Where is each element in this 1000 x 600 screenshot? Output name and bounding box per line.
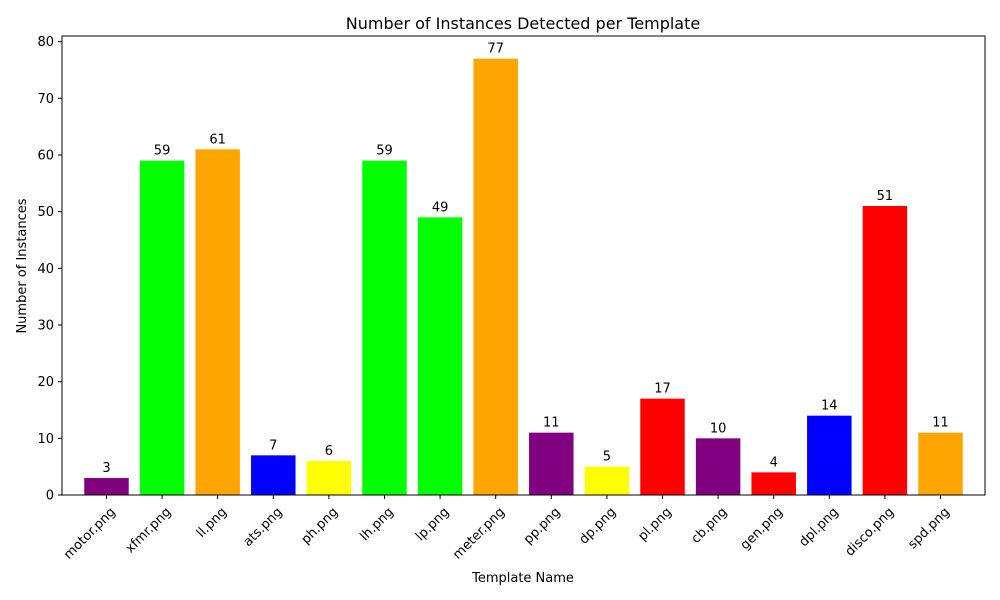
x-axis: motor.png xfmr.png ll.png ats.png ph.png lh.p…	[61, 495, 953, 563]
data-label: 7	[269, 438, 277, 453]
y-tick-label: 60	[37, 149, 54, 164]
data-label: 11	[932, 416, 949, 431]
y-tick-label: 30	[37, 319, 54, 334]
data-label: 3	[102, 461, 110, 476]
bar-disco-png	[862, 206, 908, 495]
x-tick-label: ll.png	[194, 505, 230, 541]
data-label: 11	[543, 416, 560, 431]
bar-cb-png	[695, 438, 741, 495]
y-tick-label: 20	[37, 375, 54, 390]
x-tick-label: motor.png	[61, 505, 119, 563]
data-labels-layer: 3 59 61 7 6 59 49 77 11 5 17 10 4 14 51 11	[102, 42, 948, 476]
data-label: 6	[325, 444, 333, 459]
x-tick-label: dp.png	[577, 505, 620, 548]
bar-pp-png	[529, 432, 574, 495]
bar-ph-png	[306, 461, 352, 495]
bar-spd-png	[918, 432, 963, 495]
plot-frame	[61, 35, 986, 496]
y-tick-label: 50	[37, 205, 54, 220]
data-label: 4	[770, 455, 778, 470]
bar-motor-png	[84, 478, 129, 495]
data-label: 14	[821, 399, 838, 414]
x-tick-label: spd.png	[905, 505, 952, 552]
x-tick-label: lh.png	[357, 505, 396, 544]
bar-xfmr-png	[139, 160, 185, 495]
bar-gen-png	[751, 472, 796, 495]
bar-dpl-png	[807, 415, 852, 495]
x-tick-label: dpl.png	[796, 505, 841, 550]
bar-dp-png	[584, 466, 630, 495]
bar-lp-png	[417, 217, 463, 496]
bar-ats-png	[251, 455, 296, 495]
x-tick-label: gen.png	[738, 505, 786, 553]
y-axis-title: Number of Instances	[15, 198, 30, 333]
x-tick-label: meter.png	[450, 505, 508, 563]
x-tick-label: ats.png	[241, 505, 286, 550]
x-axis-title: Template Name	[471, 571, 574, 586]
x-tick-label: pp.png	[521, 505, 564, 548]
y-tick-label: 80	[37, 35, 54, 50]
bar-lh-png	[362, 160, 407, 495]
x-tick-label: pl.png	[635, 505, 674, 544]
y-tick-label: 70	[37, 92, 54, 107]
data-label: 17	[654, 382, 671, 397]
data-label: 10	[710, 421, 727, 436]
x-tick-label: cb.png	[689, 505, 731, 547]
data-label: 49	[432, 200, 449, 215]
x-tick-label: disco.png	[843, 505, 898, 560]
bar-pl-png	[640, 398, 685, 495]
x-tick-label: xfmr.png	[123, 505, 175, 557]
data-label: 59	[154, 144, 171, 159]
data-label: 77	[487, 42, 504, 57]
bar-ll-png	[195, 149, 240, 496]
data-label: 61	[209, 132, 226, 147]
y-tick-label: 10	[37, 432, 54, 447]
data-label: 59	[376, 144, 393, 159]
chart-title: Number of Instances Detected per Templat…	[346, 14, 700, 33]
data-label: 5	[603, 450, 611, 465]
y-axis: 0 10 20 30 40 50 60 70 80	[37, 35, 62, 504]
y-tick-label: 0	[46, 489, 54, 504]
y-tick-label: 40	[37, 262, 54, 277]
x-tick-label: ph.png	[299, 505, 342, 548]
data-label: 51	[877, 189, 894, 204]
bars-layer	[84, 58, 963, 496]
bar-meter-png	[473, 58, 518, 496]
x-tick-label: lp.png	[413, 505, 452, 544]
